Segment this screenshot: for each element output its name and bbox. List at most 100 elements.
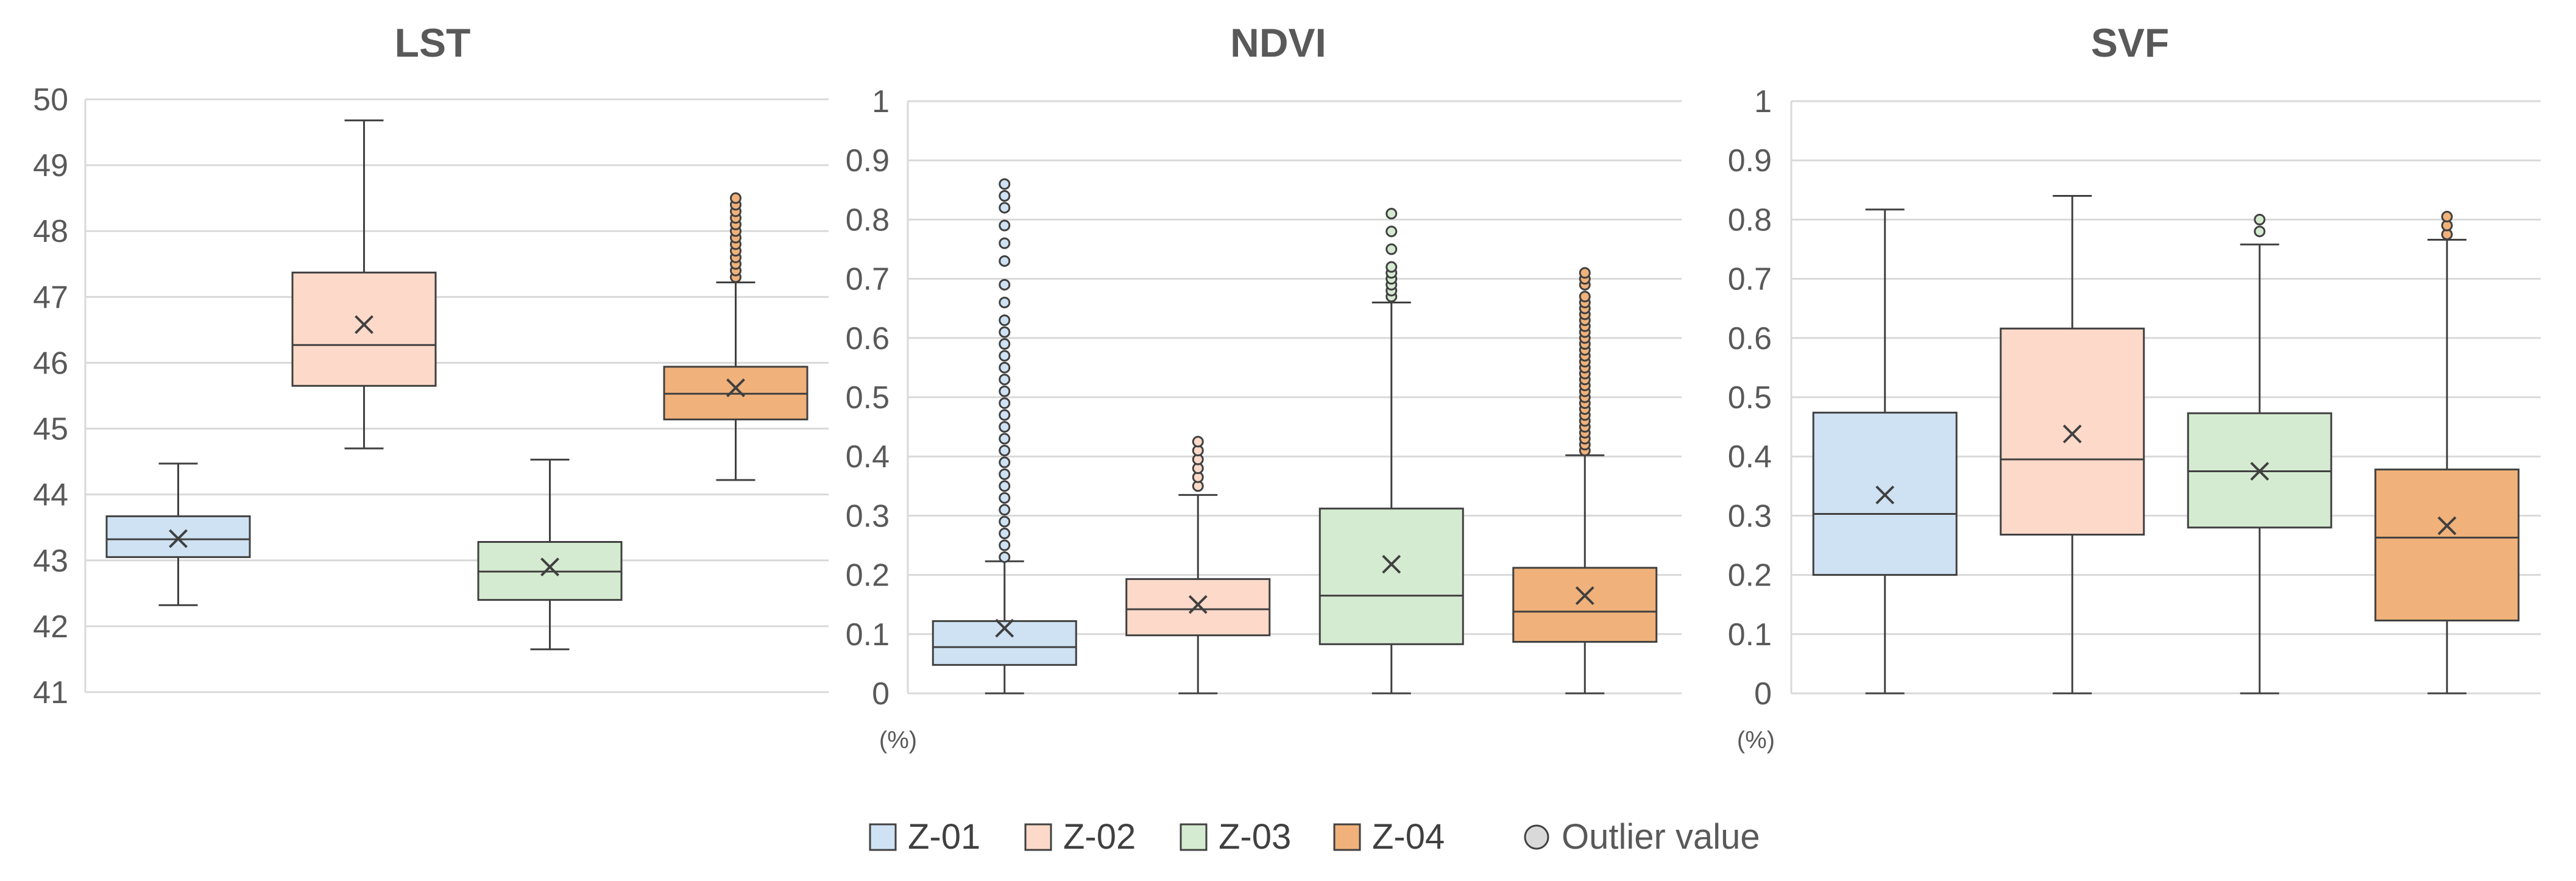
outlier-point bbox=[999, 468, 1011, 480]
y-tick-label: 0.6 bbox=[846, 321, 890, 356]
y-tick-label: 49 bbox=[33, 148, 68, 183]
outlier-point bbox=[999, 373, 1011, 386]
chart-title: NDVI bbox=[1230, 20, 1326, 65]
y-tick-label: 0.8 bbox=[846, 202, 890, 238]
legend-label-z03: Z-03 bbox=[1219, 817, 1291, 857]
y-tick-label: 0.3 bbox=[846, 498, 890, 534]
legend-item-z02: Z-02 bbox=[1024, 817, 1136, 857]
outlier-point bbox=[2254, 225, 2266, 238]
outlier-point bbox=[999, 361, 1011, 373]
iqr-box bbox=[291, 271, 437, 387]
mean-marker-stroke bbox=[726, 378, 745, 397]
outlier-point bbox=[999, 190, 1011, 202]
y-tick-label: 0.1 bbox=[1728, 617, 1772, 653]
mean-marker-stroke bbox=[1875, 485, 1895, 504]
legend-item-outlier: Outlier value bbox=[1524, 817, 1760, 857]
outlier-point bbox=[999, 551, 1011, 563]
y-tick-label: 0.7 bbox=[1728, 262, 1772, 297]
chart-panels: LST 41 42 43 44 45 46 47 48 49 50 NDVI 0 0.1 0.2 0.3 0.4… bbox=[33, 20, 2541, 754]
mean-marker-stroke bbox=[2062, 424, 2082, 444]
y-tick-label: 0.5 bbox=[1728, 380, 1772, 416]
legend-item-z01: Z-01 bbox=[869, 817, 980, 857]
unit-label: (%) bbox=[1737, 727, 1775, 754]
box-z-04 bbox=[1512, 267, 1658, 695]
outlier-point bbox=[999, 409, 1011, 421]
y-tick-label: 46 bbox=[33, 345, 68, 381]
outlier-point bbox=[999, 326, 1011, 338]
box-z-03 bbox=[2187, 213, 2332, 695]
outlier-point bbox=[1579, 291, 1591, 303]
y-tick-label: 0.2 bbox=[1728, 558, 1772, 593]
y-tick-label: 1 bbox=[1754, 84, 1772, 119]
mean-marker-stroke bbox=[995, 618, 1014, 638]
mean-marker bbox=[1188, 595, 1208, 614]
iqr-box bbox=[105, 515, 251, 558]
mean-marker-stroke bbox=[1575, 586, 1594, 606]
outlier-point bbox=[999, 504, 1011, 516]
legend: Z-01 Z-02 Z-03 Z-04 Outlier value bbox=[869, 817, 1760, 857]
mean-marker bbox=[169, 529, 188, 548]
y-tick-label: 0.3 bbox=[1728, 498, 1772, 534]
iqr-box bbox=[2000, 327, 2145, 536]
outlier-point bbox=[999, 255, 1011, 267]
y-tick-label: 47 bbox=[33, 280, 68, 315]
mean-marker-stroke bbox=[169, 529, 188, 548]
mean-marker-stroke bbox=[355, 315, 373, 334]
outlier-point bbox=[999, 528, 1011, 540]
outlier-point bbox=[999, 480, 1011, 492]
mean-marker-stroke bbox=[2250, 462, 2270, 481]
y-tick-label: 0.4 bbox=[1728, 439, 1772, 475]
unit-label: (%) bbox=[879, 727, 917, 754]
legend-swatch-z01 bbox=[869, 823, 897, 851]
chart-panel-svf: SVF 0 0.1 0.2 0.3 0.4 0.5 0.6 0.7 0.8 0.9 1 (%) bbox=[1728, 20, 2541, 754]
outlier-point bbox=[1385, 225, 1398, 238]
y-tick-label: 0 bbox=[1754, 676, 1772, 712]
outlier-point bbox=[999, 397, 1011, 409]
chart-title: LST bbox=[395, 20, 471, 65]
outlier-point bbox=[999, 515, 1011, 528]
box-z-02 bbox=[2000, 195, 2145, 695]
mean-marker bbox=[540, 557, 559, 577]
y-tick-label: 41 bbox=[33, 675, 68, 710]
mean-marker bbox=[1575, 586, 1594, 606]
y-tick-label: 0.9 bbox=[1728, 143, 1772, 179]
box-z-03 bbox=[1318, 208, 1464, 695]
legend-item-z03: Z-03 bbox=[1180, 817, 1291, 857]
y-tick-label: 50 bbox=[33, 82, 68, 118]
outlier-point bbox=[1192, 436, 1204, 448]
iqr-box bbox=[1512, 567, 1658, 643]
y-tick-label: 0.8 bbox=[1728, 202, 1772, 238]
mean-marker bbox=[2062, 424, 2082, 444]
mean-marker bbox=[1875, 485, 1895, 504]
outlier-point bbox=[999, 421, 1011, 433]
y-tick-label: 0.5 bbox=[846, 380, 890, 416]
legend-label-z04: Z-04 bbox=[1372, 817, 1445, 857]
box-z-01 bbox=[932, 178, 1077, 695]
y-tick-label: 0.7 bbox=[846, 262, 890, 297]
box-z-01 bbox=[105, 462, 251, 606]
outlier-point bbox=[999, 433, 1011, 445]
legend-label-z02: Z-02 bbox=[1063, 817, 1136, 857]
legend-swatch-z02 bbox=[1024, 823, 1052, 851]
box-z-03 bbox=[477, 458, 623, 651]
outlier-point bbox=[999, 492, 1011, 504]
outlier-point bbox=[999, 350, 1011, 362]
iqr-box bbox=[1125, 578, 1271, 637]
outlier-point bbox=[999, 296, 1011, 308]
legend-label-outlier: Outlier value bbox=[1562, 817, 1760, 857]
box-z-01 bbox=[1812, 208, 1958, 695]
legend-swatch-z04 bbox=[1333, 823, 1361, 851]
mean-marker bbox=[995, 618, 1014, 638]
mean-marker bbox=[1382, 554, 1401, 574]
box-z-02 bbox=[291, 119, 437, 450]
y-tick-label: 43 bbox=[33, 543, 68, 579]
box-z-02 bbox=[1125, 436, 1271, 695]
y-tick-label: 0.4 bbox=[846, 439, 890, 475]
y-tick-label: 48 bbox=[33, 214, 68, 249]
outlier-point bbox=[999, 237, 1011, 249]
y-tick-label: 1 bbox=[872, 84, 890, 119]
y-tick-label: 44 bbox=[33, 478, 68, 513]
mean-marker bbox=[2437, 516, 2457, 536]
outlier-point bbox=[1385, 261, 1398, 273]
y-tick-label: 0 bbox=[872, 676, 890, 712]
